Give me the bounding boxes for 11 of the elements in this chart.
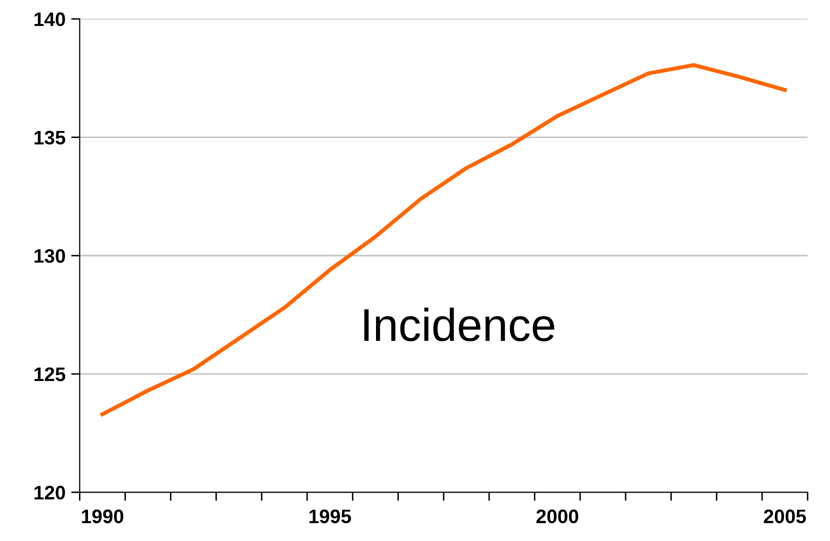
y-tick-label: 130 xyxy=(34,249,65,263)
y-tick-label: 140 xyxy=(34,12,65,26)
annotation: Incidence xyxy=(364,308,554,342)
line-series xyxy=(100,63,787,416)
y-tick-label: 135 xyxy=(34,130,66,145)
x-tick-label: 2005 xyxy=(764,509,806,524)
y-tick-label: 120 xyxy=(34,486,65,500)
x-tick-label: 1995 xyxy=(310,509,351,524)
x-tick-label: 1990 xyxy=(82,509,124,524)
y-tick-label: 125 xyxy=(34,367,66,382)
x-tick-label: 2000 xyxy=(536,509,578,524)
